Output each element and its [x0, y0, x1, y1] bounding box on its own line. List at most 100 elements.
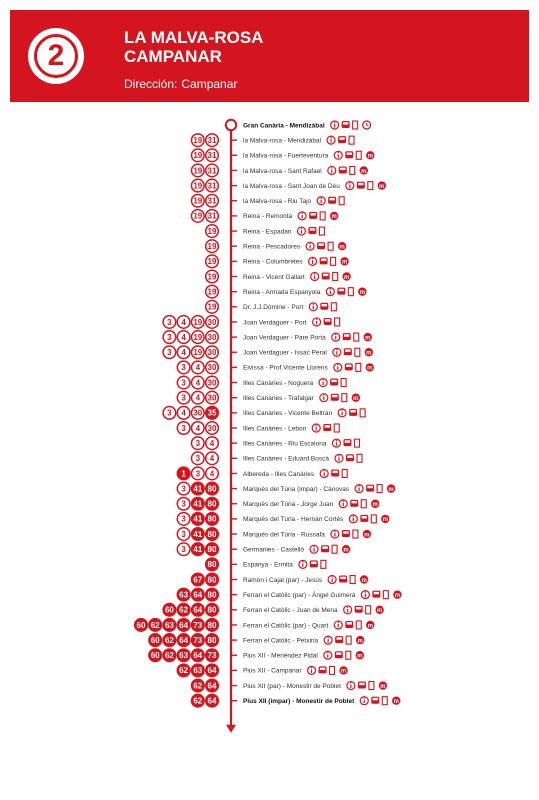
svg-text:m: m: [373, 502, 378, 508]
bus-icon: [323, 317, 332, 325]
line-badge-3: 3: [176, 481, 191, 496]
svg-text:19: 19: [193, 348, 202, 357]
stop-row: 60 62 63 64 73 Pius XII - Menéndez Pidal: [148, 648, 318, 663]
stop-name: Pius XII - Menéndez Pidal: [243, 653, 318, 660]
line-badge-19: 19: [190, 193, 205, 208]
stop-row: 67 80 Ramón i Cajal (par) - Jesús: [190, 572, 323, 587]
direction-label: Dirección:: [124, 77, 178, 91]
line-badge-80: 80: [204, 481, 220, 496]
line-badge-73: 73: [190, 633, 205, 648]
svg-text:3: 3: [181, 545, 186, 554]
line-badge-64: 64: [190, 587, 205, 602]
info-icon: [306, 665, 317, 676]
route-number: 2: [34, 34, 78, 78]
svg-text:30: 30: [208, 318, 217, 327]
svg-text:31: 31: [208, 136, 217, 145]
stop-name: la Malva-rosa - Sant Joan de Déu: [243, 183, 340, 190]
line-badge-80: 80: [204, 633, 220, 648]
svg-text:60: 60: [137, 621, 146, 630]
svg-text:m: m: [368, 154, 373, 160]
line-badge-4: 4: [204, 436, 220, 451]
line-badge-3: 3: [176, 496, 191, 511]
info-icon: [333, 362, 343, 372]
svg-text:41: 41: [193, 500, 202, 509]
stop-row: 3 41 80 Marqués del Túria - Hernán Cortés: [176, 511, 344, 526]
line-badge-67: 67: [190, 572, 205, 587]
line-badge-30: 30: [204, 375, 220, 390]
bike-icon: [381, 696, 388, 706]
stop-row: 19 31 la Malva-rosa - Mendizàbal: [190, 133, 322, 148]
svg-text:64: 64: [193, 606, 202, 615]
stop-name: Gran Canària - Mendizàbal: [243, 122, 325, 129]
stop-name: Illes Canàries - Eduard Boscà: [243, 456, 329, 463]
line-badge-3: 3: [176, 542, 191, 557]
info-icon: [309, 544, 319, 554]
svg-text:m: m: [360, 290, 365, 296]
bus-icon: [335, 636, 344, 644]
bus-icon: [321, 272, 330, 280]
info-icon: [323, 635, 333, 645]
info-icon: [319, 468, 329, 479]
svg-text:64: 64: [193, 590, 202, 599]
info-icon: [319, 393, 329, 403]
line-badge-4: 4: [190, 390, 205, 405]
line-badge-3: 3: [176, 390, 191, 405]
svg-text:19: 19: [208, 287, 217, 296]
svg-text:41: 41: [193, 530, 202, 539]
line-badge-19: 19: [190, 178, 205, 193]
svg-text:73: 73: [193, 636, 202, 645]
bike-icon: [353, 438, 361, 448]
bike-icon: [355, 620, 362, 630]
info-icon: [360, 590, 370, 600]
stop-row: 60 62 63 64 73 80 Ferran el Catòlic (par) - Qu…: [133, 617, 328, 633]
line-badge-30: 30: [204, 360, 220, 375]
bus-icon: [346, 454, 354, 462]
line-badge-4: 4: [190, 360, 205, 375]
svg-text:19: 19: [193, 181, 202, 190]
svg-text:60: 60: [151, 636, 160, 645]
info-icon: [345, 181, 355, 191]
line-badge-31: 31: [204, 133, 220, 148]
svg-text:62: 62: [165, 636, 174, 645]
line-badge-4: 4: [204, 466, 220, 481]
stop-row: 19 Dr. J.J.Dòmine - Port: [204, 299, 304, 314]
line-badge-62: 62: [162, 633, 177, 648]
line-badge-80: 80: [204, 587, 220, 602]
bus-icon: [318, 666, 327, 674]
line-badge-64: 64: [204, 678, 220, 693]
bike-icon: [370, 514, 377, 524]
info-icon: [296, 226, 307, 236]
info-icon: [327, 574, 337, 585]
route-end-arrow: [226, 724, 236, 733]
line-badge-30: 30: [190, 405, 205, 420]
stop-row: 3 4 30 Illes Canàries - Noguera: [176, 375, 313, 390]
line-badge-62: 62: [176, 663, 191, 678]
svg-text:3: 3: [181, 363, 186, 372]
bike-icon: [352, 120, 359, 130]
svg-text:m: m: [364, 532, 369, 538]
svg-text:m: m: [341, 669, 346, 675]
line-badge-62: 62: [148, 617, 163, 633]
line-badge-3: 3: [190, 466, 205, 481]
svg-text:62: 62: [151, 621, 160, 630]
svg-text:30: 30: [208, 348, 217, 357]
bus-icon: [308, 227, 317, 235]
line-badge-80: 80: [204, 572, 220, 587]
stop-name: la Malva-rosa - Mendizàbal: [243, 137, 322, 144]
svg-text:35: 35: [208, 409, 217, 418]
stop-row: 3 41 80 Marqués del Túria - Russafa: [176, 527, 325, 542]
line-badge-3: 3: [176, 527, 191, 542]
bike-icon: [331, 544, 338, 554]
svg-text:80: 80: [208, 530, 217, 539]
stop-row: 1 3 4 Albereda - Illes Canàries: [176, 466, 315, 481]
stop-name: Illes Canàries - Vicente Beltrán: [243, 410, 333, 417]
svg-text:3: 3: [196, 439, 201, 448]
line-badge-19: 19: [204, 284, 220, 299]
svg-text:m: m: [357, 654, 362, 660]
line-badge-19: 19: [190, 314, 205, 330]
svg-text:3: 3: [167, 409, 172, 418]
svg-text:80: 80: [208, 515, 217, 524]
stop-row: 63 64 80 Ferran el Catòlic (par) - Ángel Gu…: [176, 587, 356, 602]
svg-text:62: 62: [179, 666, 188, 675]
svg-text:62: 62: [165, 651, 174, 660]
